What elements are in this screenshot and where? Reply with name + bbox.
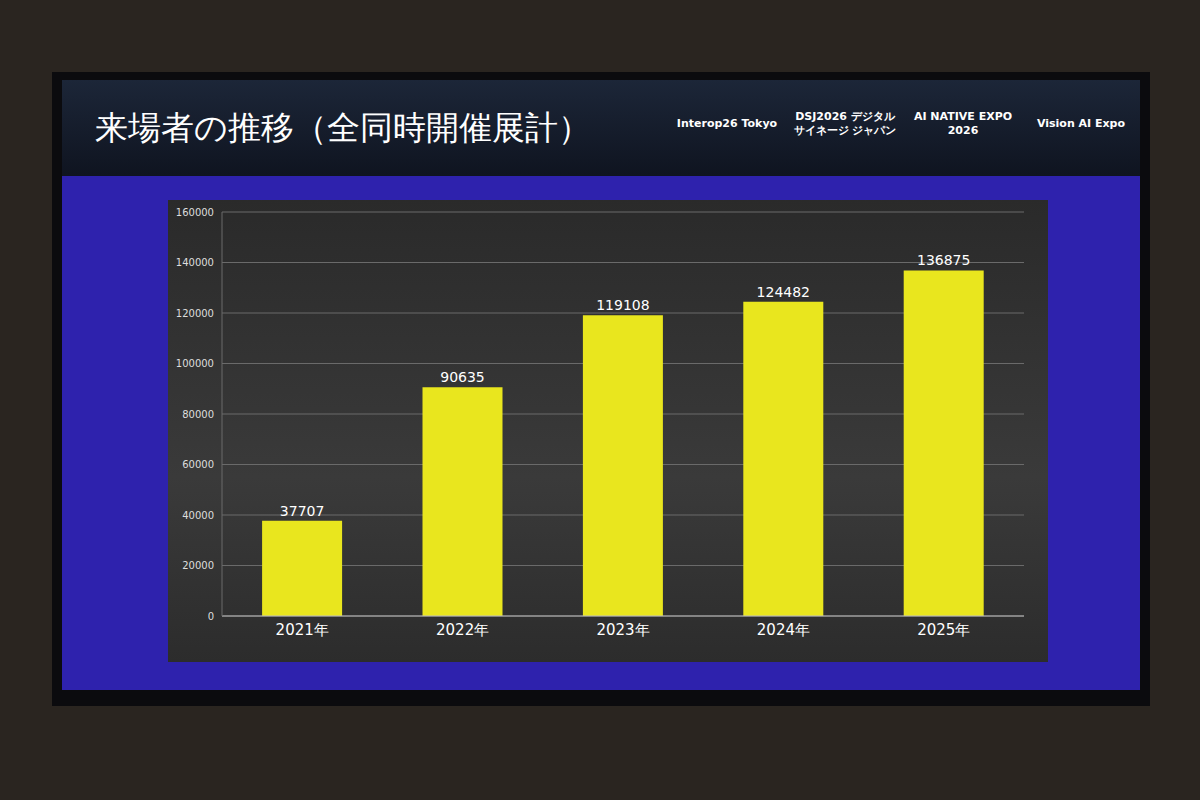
svg-text:37707: 37707 [280, 503, 325, 519]
html-text:Vision AI Expo: Vision AI Expo [1036, 117, 1125, 130]
html-text:DSJ2026 デジタルサイネージ ジャパン: DSJ2026 デジタルサイネージ ジャパン [793, 110, 897, 137]
svg-text:136875: 136875 [917, 252, 970, 268]
svg-text:60000: 60000 [182, 459, 214, 470]
svg-text:100000: 100000 [176, 358, 214, 369]
svg-text:2025年: 2025年 [917, 621, 970, 639]
svg-text:80000: 80000 [182, 409, 214, 420]
svg-text:2022年: 2022年 [436, 621, 489, 639]
svg-text:40000: 40000 [182, 510, 214, 521]
svg-text:90635: 90635 [440, 369, 485, 385]
svg-text:120000: 120000 [176, 308, 214, 319]
svg-text:2024年: 2024年 [757, 621, 810, 639]
html-text:来場者の推移（全同時開催展計）: 来場者の推移（全同時開催展計） [95, 108, 591, 147]
svg-text:160000: 160000 [176, 207, 214, 218]
svg-text:0: 0 [208, 611, 214, 622]
svg-text:20000: 20000 [182, 560, 214, 571]
html-text:Interop26 Tokyo: Interop26 Tokyo [676, 117, 778, 130]
svg-text:124482: 124482 [757, 284, 810, 300]
html-text:AI NATIVE EXPO 2026: AI NATIVE EXPO 2026 [913, 110, 1013, 137]
svg-text:2023年: 2023年 [596, 621, 649, 639]
svg-text:2021年: 2021年 [276, 621, 329, 639]
svg-text:119108: 119108 [596, 297, 649, 313]
svg-text:140000: 140000 [176, 257, 214, 268]
